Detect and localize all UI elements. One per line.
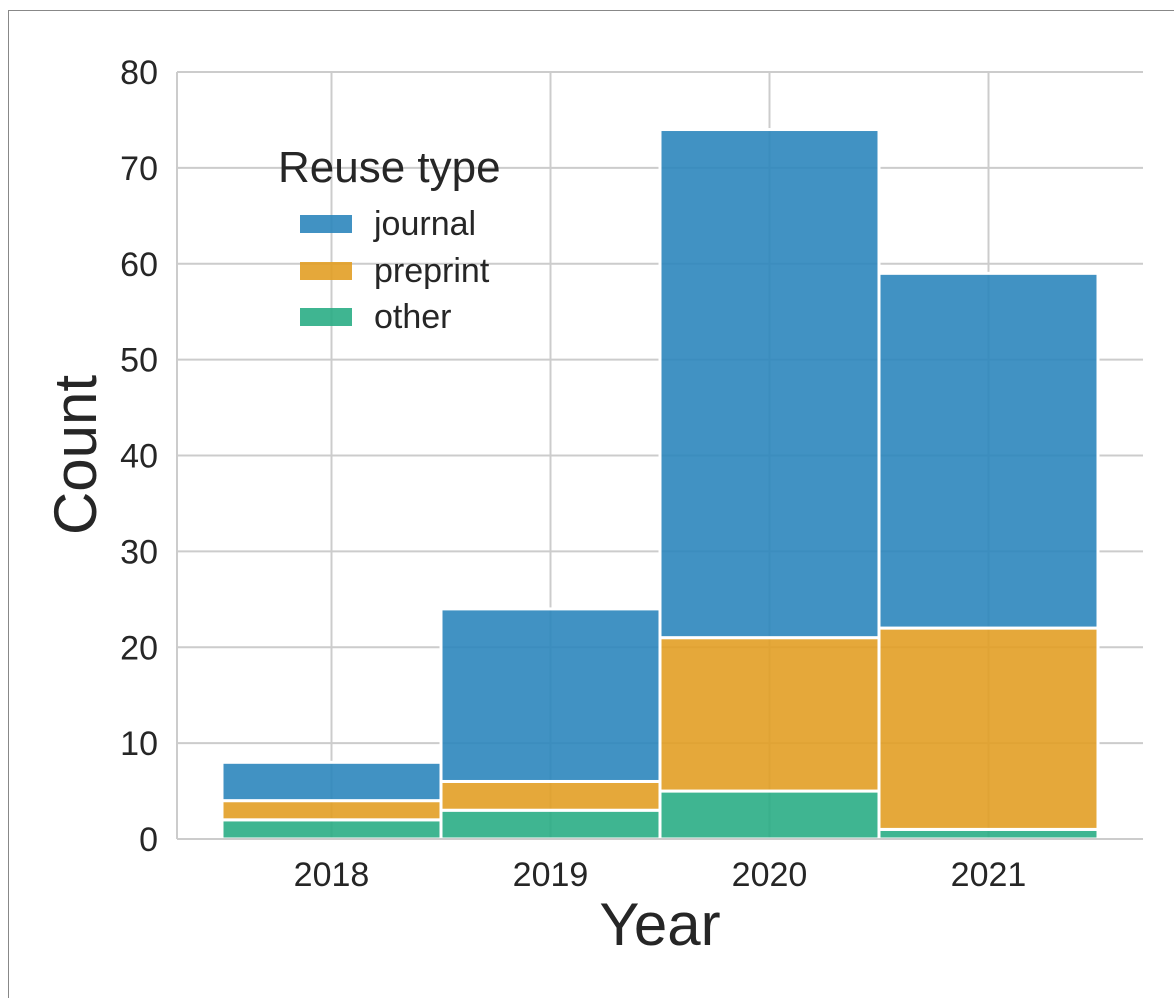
y-axis-title: Count: [42, 375, 109, 535]
x-tick-labels: 2018 2019 2020 2021: [294, 856, 1027, 894]
y-tick-label: 0: [139, 821, 158, 859]
bar-other-2018: [220, 818, 443, 841]
legend-swatch-journal: [300, 215, 352, 233]
bar-journal-2020: [658, 128, 881, 640]
y-tick-label: 30: [120, 533, 158, 571]
y-tick-label: 40: [120, 438, 158, 476]
legend-label-preprint: preprint: [374, 252, 490, 290]
x-axis-title: Year: [599, 891, 720, 958]
bar-journal-2018: [220, 760, 443, 803]
legend-swatch-other: [300, 308, 352, 326]
bar-preprint-2020: [658, 636, 881, 793]
y-tick-label: 50: [120, 342, 158, 380]
y-tick-label: 70: [120, 150, 158, 188]
y-tick-label: 60: [120, 246, 158, 284]
x-tick-label: 2020: [732, 856, 808, 894]
bar-other-2020: [658, 789, 881, 841]
y-tick-label: 10: [120, 725, 158, 763]
bar-preprint-2018: [220, 799, 443, 822]
bars: [220, 128, 1100, 841]
bar-journal-2019: [439, 607, 662, 783]
bar-preprint-2019: [439, 779, 662, 812]
legend-label-journal: journal: [373, 205, 476, 243]
x-tick-label: 2018: [294, 856, 370, 894]
x-tick-label: 2019: [513, 856, 589, 894]
legend-label-other: other: [374, 298, 452, 336]
figure-frame: [8, 10, 1174, 998]
legend-swatch-preprint: [300, 262, 352, 280]
bar-preprint-2021: [877, 626, 1100, 831]
axes: [176, 72, 1143, 840]
y-tick-label: 20: [120, 629, 158, 667]
legend: Reuse type journal preprint other: [278, 143, 501, 336]
bar-journal-2021: [877, 271, 1100, 630]
x-tick-label: 2021: [951, 856, 1027, 894]
y-tick-label: 80: [120, 54, 158, 92]
bar-other-2019: [439, 808, 662, 841]
y-tick-labels: 0 10 20 30 40 50 60 70 80: [120, 54, 158, 859]
legend-title: Reuse type: [278, 143, 501, 192]
